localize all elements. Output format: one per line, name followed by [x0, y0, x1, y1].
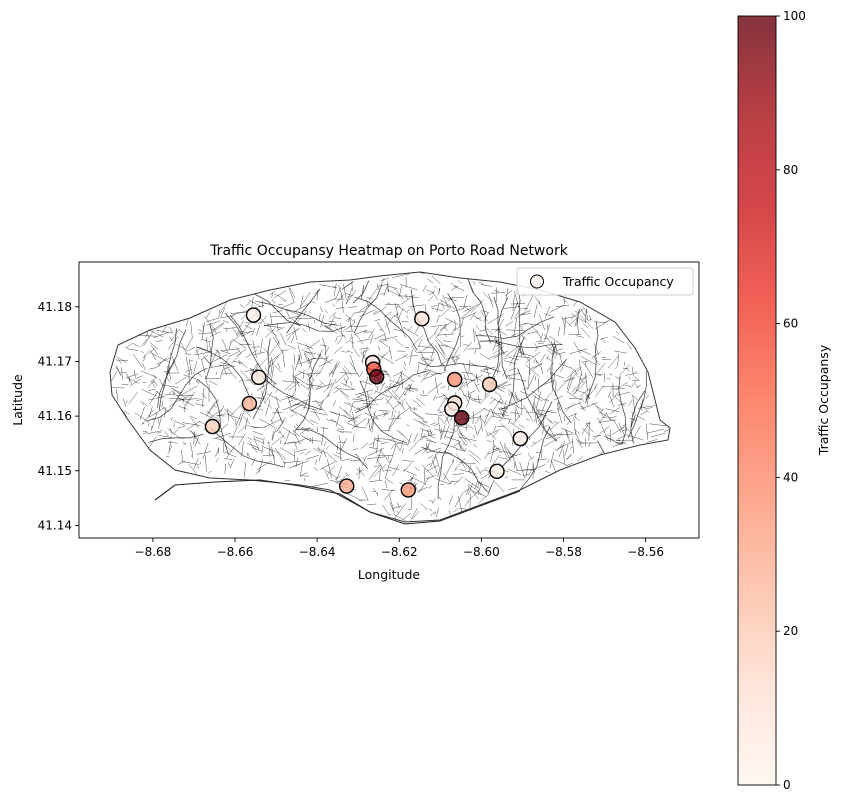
y-tick-label: 41.15 [38, 464, 72, 478]
colorbar-tick-label: 20 [783, 624, 798, 638]
occupancy-point [481, 376, 498, 393]
x-tick-label: −8.62 [381, 545, 418, 559]
scatter-points [204, 307, 529, 498]
x-tick-label: −8.56 [627, 545, 664, 559]
x-axis-label: Longitude [358, 567, 420, 582]
colorbar-gradient [738, 16, 776, 785]
x-tick-label: −8.68 [135, 545, 172, 559]
y-tick-label: 41.14 [38, 518, 72, 532]
occupancy-point [339, 478, 355, 494]
arterial-roads [146, 278, 647, 500]
occupancy-point [241, 395, 258, 412]
x-tick-label: −8.64 [299, 545, 336, 559]
occupancy-point [414, 311, 430, 327]
y-axis-ticks: 41.14 41.15 41.16 41.17 41.18 [38, 300, 79, 532]
colorbar-tick-label: 0 [783, 778, 791, 792]
plot-area-frame [78, 261, 700, 539]
colorbar-tick-label: 100 [783, 9, 806, 23]
occupancy-point [444, 401, 460, 417]
chart-title: Traffic Occupansy Heatmap on Porto Road … [209, 243, 569, 259]
y-axis-label: Latitude [10, 374, 25, 426]
occupancy-point [251, 369, 267, 386]
colorbar-tick-label: 40 [783, 470, 798, 484]
city-boundary [109, 271, 671, 523]
legend: Traffic Occupancy [516, 267, 694, 296]
road-network [109, 271, 671, 525]
colorbar: 0 20 40 60 80 100 Traffic Occupansy [737, 9, 831, 792]
occupancy-point [204, 418, 221, 435]
occupancy-point [245, 307, 262, 323]
x-tick-label: −8.60 [463, 545, 500, 559]
y-tick-label: 41.17 [38, 354, 72, 368]
colorbar-tick-label: 60 [783, 317, 798, 331]
legend-marker [530, 274, 544, 289]
legend-box [516, 267, 694, 296]
occupancy-point [446, 371, 463, 388]
colorbar-frame [737, 15, 777, 786]
occupancy-point [368, 369, 385, 385]
legend-entry-label: Traffic Occupancy [562, 274, 674, 289]
colorbar-ticks: 0 20 40 60 80 100 [776, 9, 806, 792]
y-tick-label: 41.16 [38, 409, 72, 423]
occupancy-point [453, 410, 470, 426]
y-tick-label: 41.18 [38, 300, 72, 314]
x-axis-ticks: −8.68 −8.66 −8.64 −8.62 −8.60 −8.58 −8.56 [135, 538, 664, 559]
colorbar-label: Traffic Occupansy [816, 344, 831, 456]
occupancy-point [489, 463, 505, 480]
occupancy-point [400, 482, 416, 498]
occupancy-point [512, 430, 529, 447]
street-segments [111, 272, 670, 522]
coastline [154, 479, 521, 525]
x-tick-label: −8.58 [545, 545, 582, 559]
x-tick-label: −8.66 [217, 545, 254, 559]
colorbar-tick-label: 80 [783, 163, 798, 177]
